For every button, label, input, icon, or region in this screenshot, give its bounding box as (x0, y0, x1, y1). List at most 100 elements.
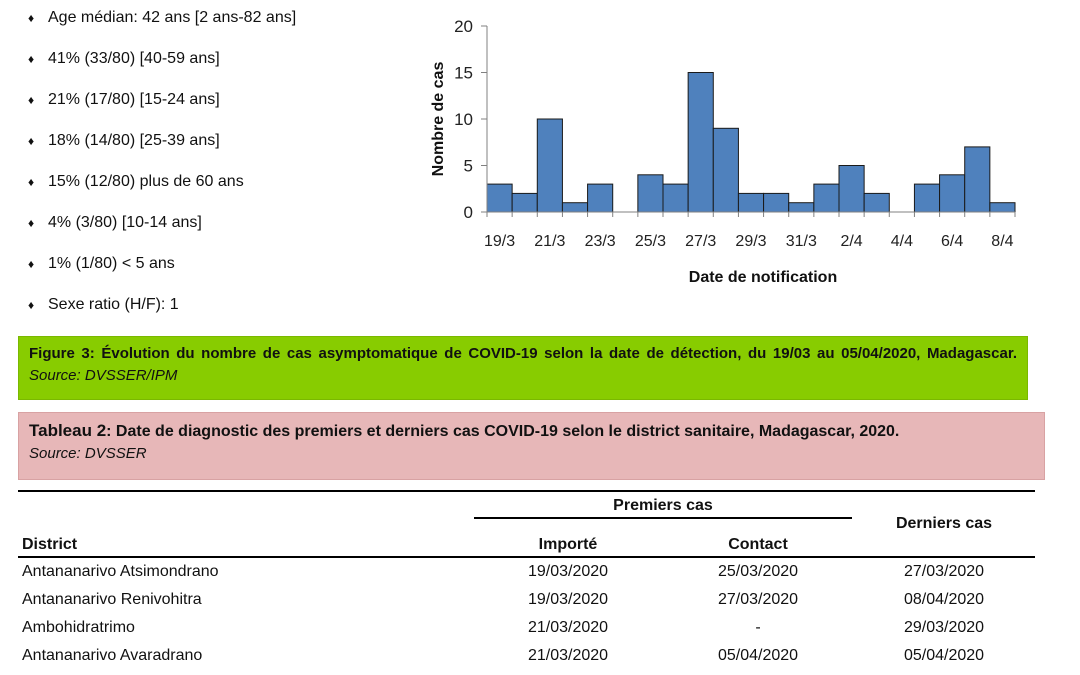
diamond-bullet-icon: ♦ (28, 93, 35, 107)
x-tick-label-8-4: 8/4 (991, 233, 1013, 250)
diamond-bullet-icon: ♦ (28, 257, 35, 271)
chart-bar-23-3 (587, 183, 614, 213)
diamond-bullet-icon: ♦ (28, 11, 35, 25)
stat-text: Sexe ratio (H/F): 1 (48, 296, 179, 313)
stat-text: 21% (17/80) [15-24 ans] (48, 91, 220, 108)
cell-district: Ambohidratrimo (22, 619, 135, 636)
x-tick-label-21-3: 21/3 (534, 233, 565, 250)
diamond-bullet-icon: ♦ (28, 175, 35, 189)
chart-bar-30-3 (763, 192, 790, 213)
y-tick-label-20: 20 (454, 17, 473, 36)
chart-bar-8-4 (989, 202, 1016, 213)
x-tick-label-29-3: 29/3 (735, 233, 766, 250)
chart-bar-19-3 (486, 183, 513, 213)
table-caption-source: Source: DVSSER (29, 445, 147, 462)
table-caption-lead: Tableau 2 (29, 421, 107, 440)
x-tick-label-4-4: 4/4 (891, 233, 913, 250)
chart-bar-31-3 (788, 202, 815, 213)
stat-text: 41% (33/80) [40-59 ans] (48, 50, 220, 67)
chart-bar-29-3 (737, 192, 765, 213)
header-district: District (18, 490, 473, 558)
chart-bar-22-3 (561, 202, 589, 213)
chart-bar-20-3 (511, 192, 538, 213)
stat-text: 4% (3/80) [10-14 ans] (48, 214, 202, 231)
chart-bar-2-4 (838, 165, 865, 213)
table-caption-text: : Date de diagnostic des premiers et der… (106, 423, 900, 440)
x-tick-label-27-3: 27/3 (685, 233, 716, 250)
table-header-row: District Premiers cas Derniers cas (18, 490, 1035, 558)
x-tick-label-19-3: 19/3 (484, 233, 515, 250)
stat-text: 1% (1/80) < 5 ans (48, 255, 175, 272)
y-axis-title: Nombre de cas (430, 62, 447, 177)
stat-item: ♦ 15% (12/80) plus de 60 ans (28, 174, 428, 215)
diamond-bullet-icon: ♦ (28, 298, 35, 312)
cell-derniers: 27/03/2020 (903, 563, 985, 580)
table-row: Antananarivo Avaradrano 21/03/2020 05/04… (18, 642, 1035, 670)
cell-derniers: 08/04/2020 (903, 591, 985, 608)
cell-district: Antananarivo Atsimondrano (22, 563, 219, 580)
chart-bar-6-4 (939, 174, 966, 213)
table-row: Antananarivo Renivohitra 19/03/2020 27/0… (18, 586, 1035, 614)
stat-item: ♦ 41% (33/80) [40-59 ans] (28, 51, 428, 92)
figure-caption-text: Figure 3: Évolution du nombre de cas asy… (29, 345, 1017, 362)
cases-histogram-chart: 0 5 10 15 20 19/3 21/3 23/3 25/3 27/3 29/3 31/3 2/4 4… (430, 17, 1016, 286)
diamond-bullet-icon: ♦ (28, 134, 35, 148)
district-cases-table: District Premiers cas Derniers cas Impor… (18, 490, 1035, 670)
header-importe: Importé (473, 524, 663, 558)
cell-importe: 19/03/2020 (527, 563, 609, 580)
x-tick-label-31-3: 31/3 (786, 233, 817, 250)
chart-bar-25-3 (637, 174, 664, 213)
cell-importe: 21/03/2020 (527, 647, 609, 664)
stat-item: ♦ 1% (1/80) < 5 ans (28, 256, 428, 297)
stats-list: ♦ Age médian: 42 ans [2 ans-82 ans] ♦ 41% … (28, 10, 428, 338)
table-row: Antananarivo Atsimondrano 19/03/2020 25/… (18, 557, 1035, 586)
header-premiers-cas: Premiers cas (473, 490, 853, 524)
stat-item: ♦ Age médian: 42 ans [2 ans-82 ans] (28, 10, 428, 51)
cell-contact: 27/03/2020 (717, 591, 799, 608)
diamond-bullet-icon: ♦ (28, 52, 35, 66)
stat-text: Age médian: 42 ans [2 ans-82 ans] (48, 9, 297, 26)
y-tick-label-15: 15 (454, 64, 473, 83)
header-contact: Contact (663, 524, 853, 558)
table-caption: Tableau 2: Date de diagnostic des premie… (18, 412, 1045, 480)
stat-item: ♦ 21% (17/80) [15-24 ans] (28, 92, 428, 133)
figure-caption: Figure 3: Évolution du nombre de cas asy… (18, 336, 1028, 400)
y-tick-label-0: 0 (464, 203, 473, 222)
y-tick-label-5: 5 (464, 157, 473, 176)
chart-bar-26-3 (662, 183, 689, 213)
x-tick-label-2-4: 2/4 (840, 233, 862, 250)
cell-derniers: 29/03/2020 (903, 619, 985, 636)
cell-contact: 25/03/2020 (717, 563, 799, 580)
cell-importe: 21/03/2020 (527, 619, 609, 636)
figure-caption-source: Source: DVSSER/IPM (29, 367, 178, 384)
cell-contact: - (755, 619, 761, 636)
cell-district: Antananarivo Renivohitra (22, 591, 202, 608)
diamond-bullet-icon: ♦ (28, 216, 35, 230)
header-premiers-cas-label: Premiers cas (474, 497, 852, 519)
x-axis-title: Date de notification (689, 269, 837, 286)
stat-text: 18% (14/80) [25-39 ans] (48, 132, 220, 149)
x-tick-label-6-4: 6/4 (941, 233, 963, 250)
chart-bar-21-3 (536, 118, 563, 213)
chart-bar-27-3 (687, 72, 714, 213)
header-derniers-cas: Derniers cas (853, 490, 1035, 558)
x-tick-label-25-3: 25/3 (635, 233, 666, 250)
stat-item: ♦ 18% (14/80) [25-39 ans] (28, 133, 428, 174)
table-row: Ambohidratrimo 21/03/2020 - 29/03/2020 (18, 614, 1035, 642)
chart-bar-3-4 (863, 192, 890, 213)
chart-bar-5-4 (913, 183, 941, 213)
chart-bar-7-4 (964, 146, 991, 213)
cell-contact: 05/04/2020 (717, 647, 799, 664)
stat-item: ♦ Sexe ratio (H/F): 1 (28, 297, 428, 338)
x-tick-label-23-3: 23/3 (585, 233, 616, 250)
stat-text: 15% (12/80) plus de 60 ans (48, 173, 244, 190)
chart-bar-1-4 (813, 183, 840, 213)
y-tick-label-10: 10 (454, 110, 473, 129)
cell-importe: 19/03/2020 (527, 591, 609, 608)
cell-derniers: 05/04/2020 (903, 647, 985, 664)
cell-district: Antananarivo Avaradrano (22, 647, 203, 664)
stat-item: ♦ 4% (3/80) [10-14 ans] (28, 215, 428, 256)
chart-bar-28-3 (712, 127, 739, 213)
table-subheader-row: Importé Contact (18, 524, 1035, 558)
